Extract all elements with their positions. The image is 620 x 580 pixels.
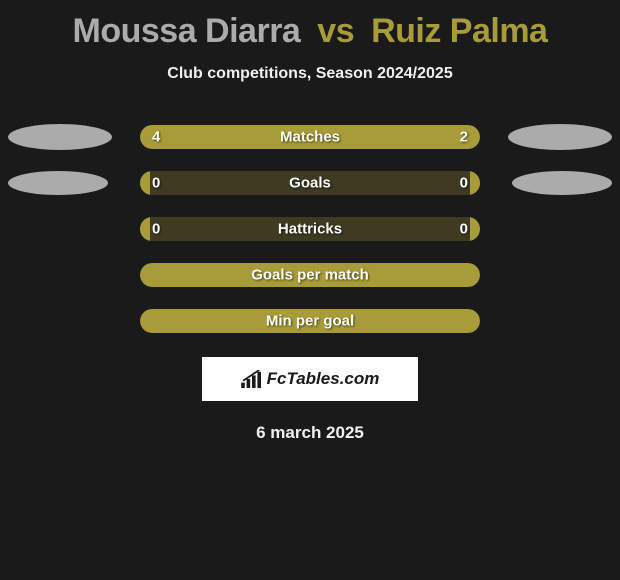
decorative-ellipse xyxy=(8,124,112,150)
stat-row: 0 0 Hattricks xyxy=(0,217,620,241)
bar-fill-right xyxy=(470,171,480,195)
stat-value-left: 0 xyxy=(152,221,160,238)
stat-row: Goals per match xyxy=(0,263,620,287)
comparison-widget: Moussa Diarra vs Ruiz Palma Club competi… xyxy=(0,0,620,451)
stat-label: Goals xyxy=(289,175,331,192)
stat-label: Goals per match xyxy=(251,267,369,284)
logo-text: FcTables.com xyxy=(267,369,380,389)
player2-name: Ruiz Palma xyxy=(371,12,547,50)
stat-row: 4 2 Matches xyxy=(0,125,620,149)
bar-fill-right xyxy=(470,217,480,241)
stat-value-right: 2 xyxy=(460,129,468,146)
logo-box[interactable]: FcTables.com xyxy=(202,357,418,401)
stat-value-left: 0 xyxy=(152,175,160,192)
stat-value-right: 0 xyxy=(460,221,468,238)
subtitle: Club competitions, Season 2024/2025 xyxy=(167,65,452,83)
stat-bar: 0 0 Goals xyxy=(140,171,480,195)
stat-row: 0 0 Goals xyxy=(0,171,620,195)
stat-bar: Min per goal xyxy=(140,309,480,333)
stat-label: Hattricks xyxy=(278,221,342,238)
stat-rows: 4 2 Matches 0 0 Goals 0 0 Hattricks Goals per mat… xyxy=(0,125,620,333)
stat-bar: 4 2 Matches xyxy=(140,125,480,149)
decorative-ellipse xyxy=(508,124,612,150)
bar-fill-left xyxy=(140,171,150,195)
decorative-ellipse xyxy=(8,171,108,195)
player1-name: Moussa Diarra xyxy=(73,12,301,50)
date-text: 6 march 2025 xyxy=(256,423,364,443)
bar-fill-left xyxy=(140,217,150,241)
vs-text: vs xyxy=(317,12,354,50)
stat-bar: 0 0 Hattricks xyxy=(140,217,480,241)
decorative-ellipse xyxy=(512,171,612,195)
stat-bar: Goals per match xyxy=(140,263,480,287)
stat-value-left: 4 xyxy=(152,129,160,146)
page-title: Moussa Diarra vs Ruiz Palma xyxy=(73,12,548,51)
stat-label: Matches xyxy=(280,129,340,146)
stat-label: Min per goal xyxy=(266,313,354,330)
chart-icon xyxy=(241,370,263,388)
stat-row: Min per goal xyxy=(0,309,620,333)
stat-value-right: 0 xyxy=(460,175,468,192)
